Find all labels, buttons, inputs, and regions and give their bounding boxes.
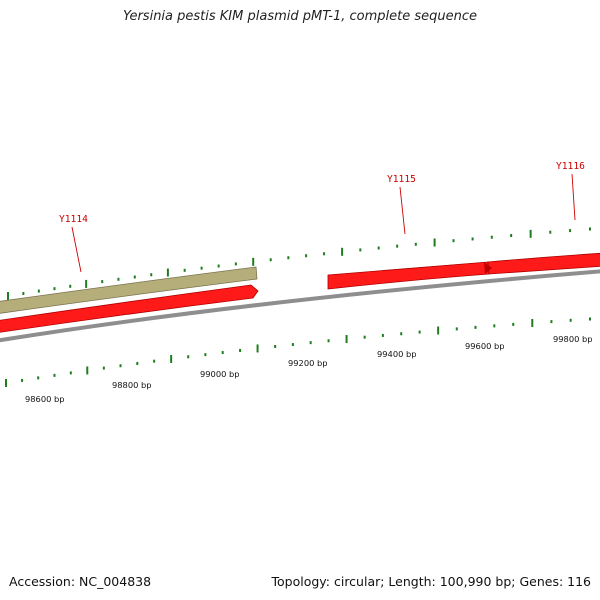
- scale-label-98600: 98600 bp: [25, 394, 65, 404]
- scale-label-99600: 99600 bp: [465, 341, 505, 351]
- orf-tick-track: [7, 227, 591, 300]
- gene-label-y1114[interactable]: Y1114: [59, 214, 88, 225]
- forward-strand-gene-tip: [484, 262, 492, 274]
- scale-label-98800: 98800 bp: [112, 380, 152, 390]
- sequence-backbone: [0, 269, 600, 343]
- gene-callout-y1114: [71, 226, 82, 273]
- scale-tick-track: [5, 317, 591, 387]
- scale-label-99000: 99000 bp: [200, 369, 240, 379]
- forward-strand-gene-arrow-1[interactable]: [0, 284, 259, 333]
- accession-label: Accession: NC_004838: [9, 574, 152, 589]
- scale-label-99200: 99200 bp: [288, 358, 328, 368]
- gene-callout-y1116: [571, 173, 576, 221]
- reverse-strand-gene-y1114[interactable]: [0, 266, 258, 314]
- forward-strand-gene-y1116[interactable]: [487, 252, 600, 275]
- scale-label-99400: 99400 bp: [377, 349, 417, 359]
- map-title: Yersinia pestis KIM plasmid pMT-1, compl…: [122, 9, 478, 24]
- gene-label-y1115[interactable]: Y1115: [387, 174, 416, 185]
- gene-callout-y1115: [399, 186, 406, 235]
- sequence-summary: Topology: circular; Length: 100,990 bp; …: [271, 574, 592, 589]
- scale-label-99800: 99800 bp: [553, 334, 593, 344]
- gene-label-y1116[interactable]: Y1116: [556, 161, 585, 172]
